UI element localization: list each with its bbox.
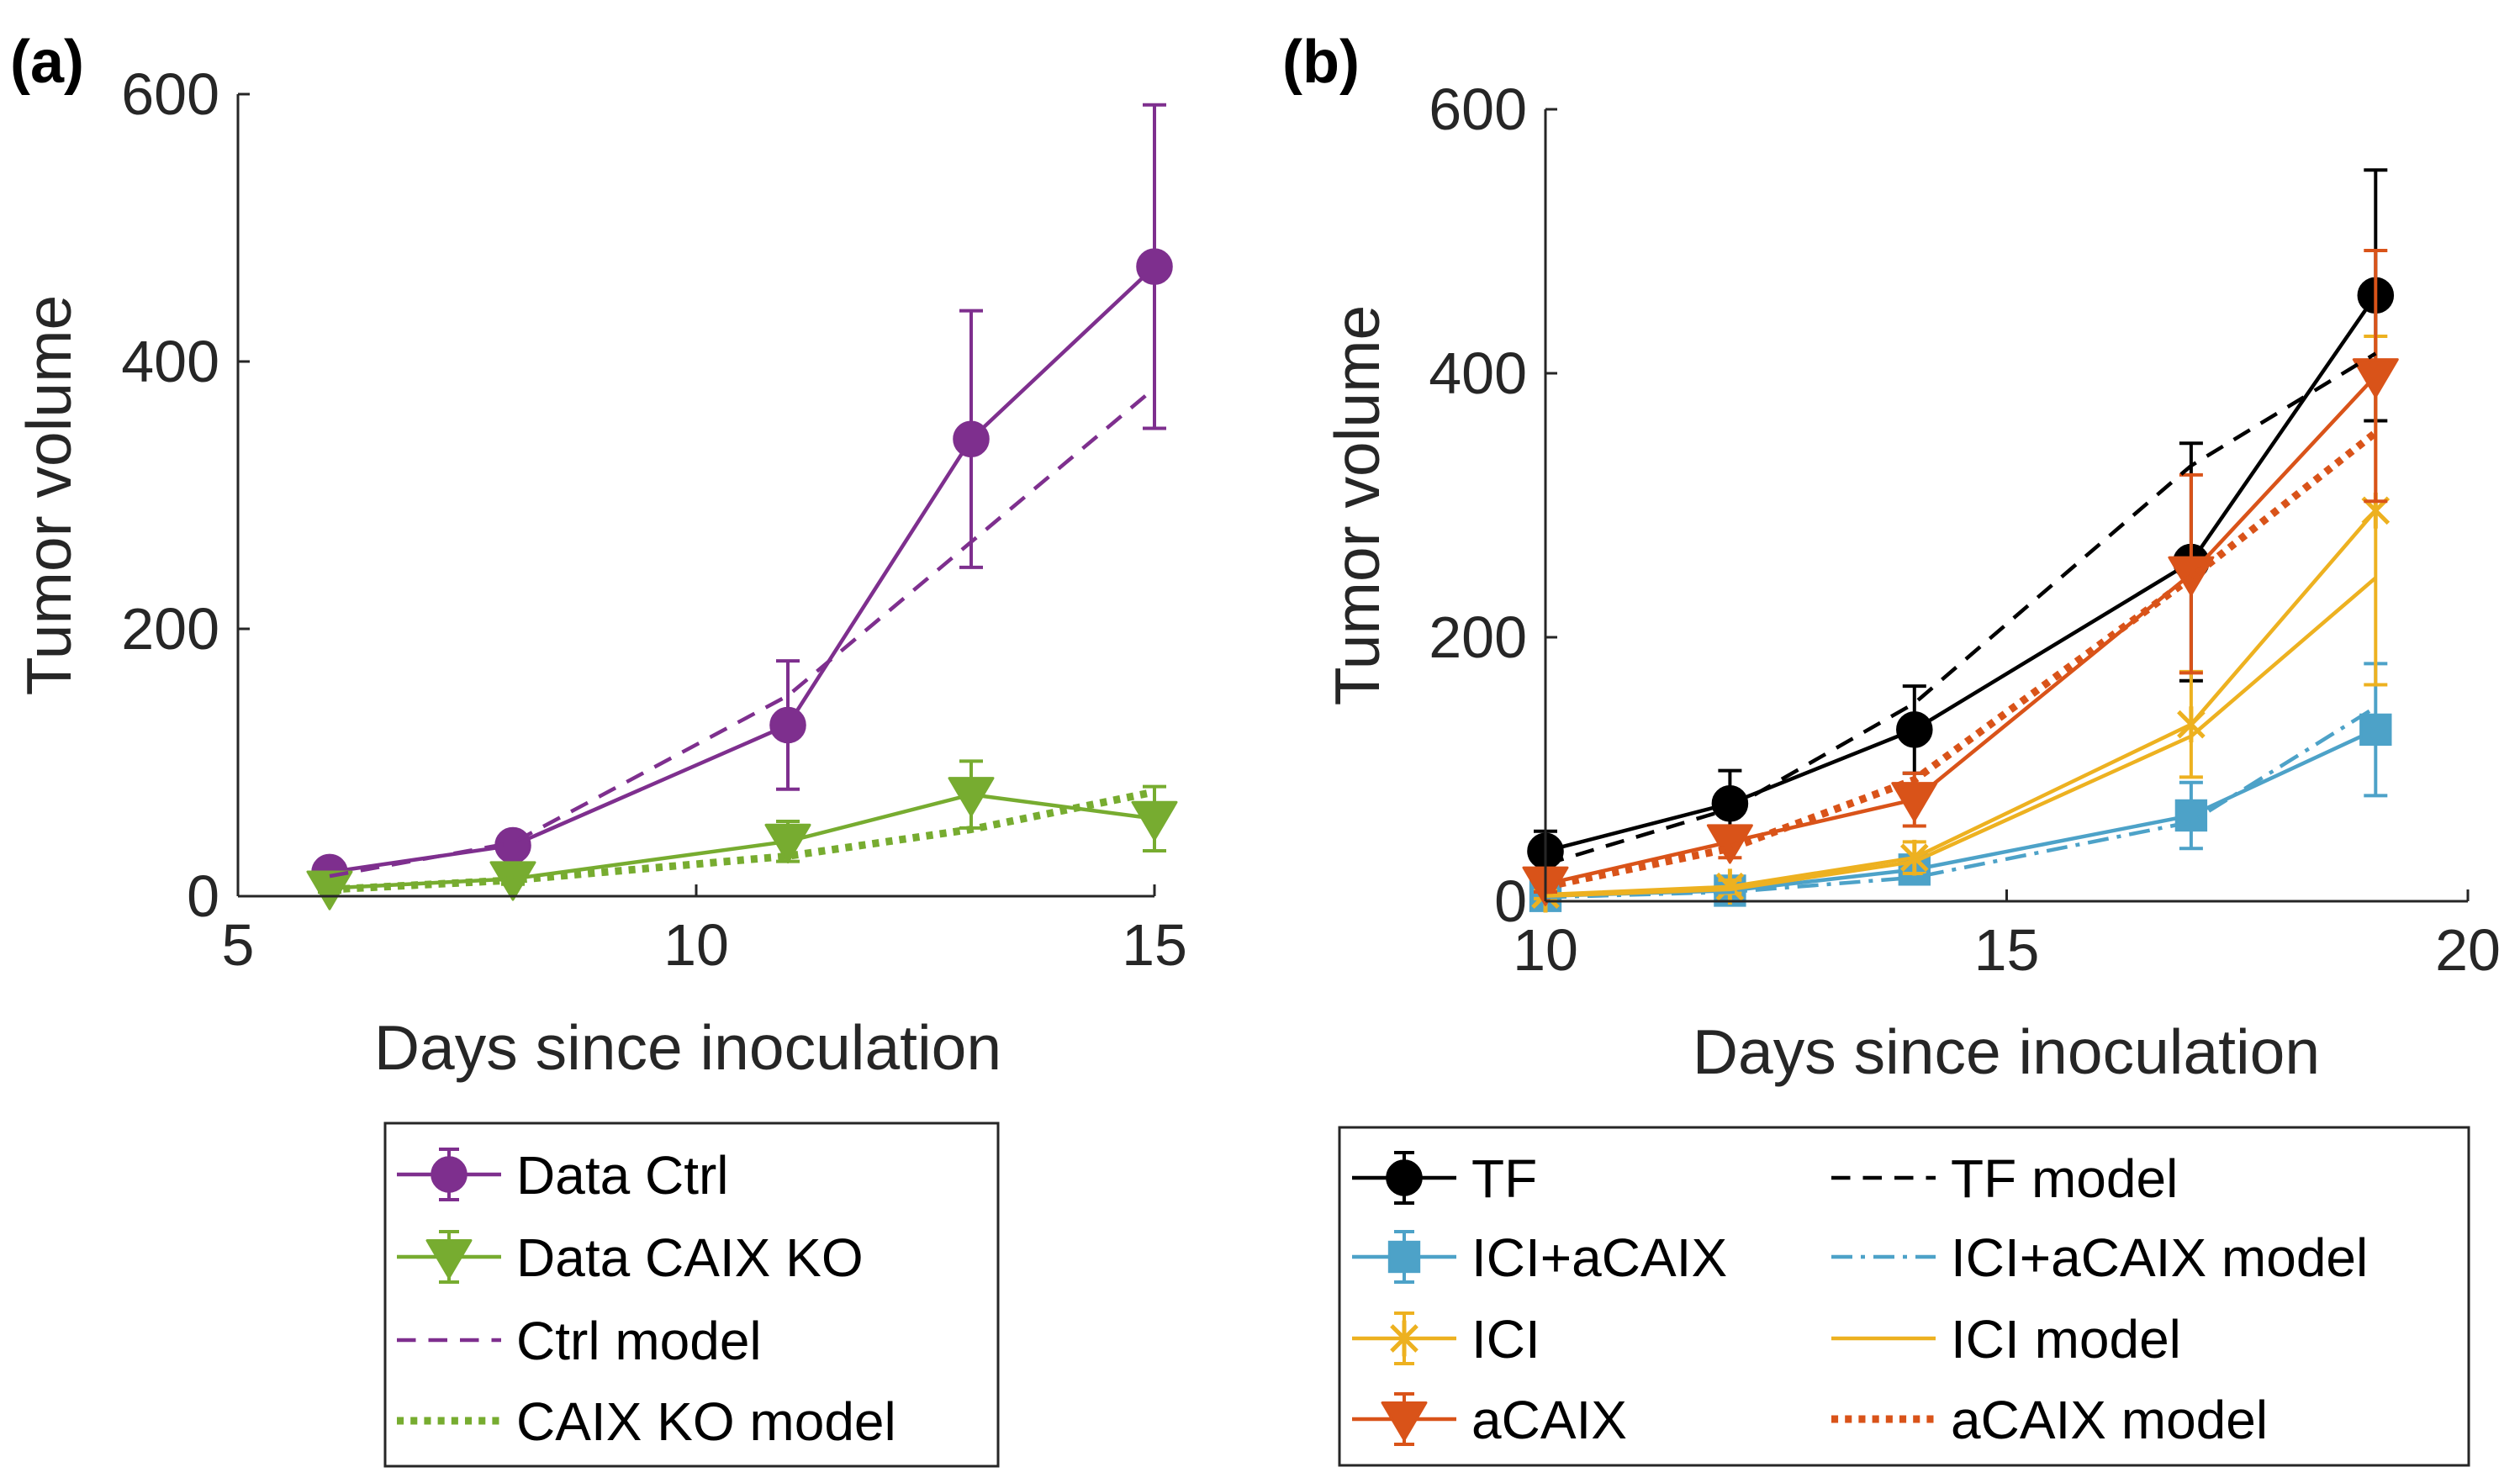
panel-a-series-data-ctrl: [311, 103, 1173, 891]
panel-a-data-point: [953, 420, 990, 457]
panel-a-series-caix-ko-model: [329, 788, 1155, 894]
panel-b-data-point: [2168, 556, 2215, 596]
panel-b-legend-marker: [1381, 1401, 1428, 1442]
panel-b-x-tick-label: 20: [2435, 917, 2501, 983]
panel-a-data-point: [769, 706, 806, 744]
panel-b-line-tf: [1545, 294, 2378, 853]
panel-a-legend-item-ctrl-model: Ctrl model: [397, 1311, 762, 1371]
panel-b-line-ici-acaix: [1545, 727, 2377, 898]
panel-b-legend-label: ICI model: [1951, 1309, 2181, 1370]
panel-a-legend-label: Data CAIX KO: [516, 1227, 864, 1288]
panel-b-data-point: [1711, 785, 1749, 822]
panel-b-legend-item-acaix-model: aCAIX model: [1831, 1390, 2268, 1450]
panel-b-plot-area: [1522, 168, 2399, 913]
panel-b-legend-label: ICI: [1471, 1309, 1540, 1370]
panel-b-series-ici: [1531, 335, 2391, 913]
panel-b-x-tick-label: 15: [1974, 917, 2040, 983]
panel-a-legend-item-caix-ko-model: CAIX KO model: [397, 1391, 896, 1452]
panel-b-legend-item-ici: ICI: [1352, 1309, 1540, 1370]
panel-a-plot-area: [306, 103, 1178, 910]
panel-b-legend-item-tf: TF: [1352, 1148, 1537, 1209]
panel-b-legend-item-ici-acaix-model: ICI+aCAIX model: [1831, 1227, 2368, 1288]
panel-b-legend: TF TF model ICI+aCAIX ICI+aCAIX model ICI ICI…: [1338, 1126, 2470, 1467]
panel-b-data-point: [1896, 711, 1933, 748]
panel-b-legend-item-tf-model: TF model: [1831, 1148, 2178, 1209]
panel-b-y-ticks: 0 200 400 600: [1429, 77, 1557, 934]
panel-a-line-data-caix-ko: [329, 792, 1155, 890]
panel-a: (a) 5 10 15 0 200 400 600 Days since inoculat…: [10, 29, 1187, 1468]
panel-b-line-ici-acaix-model: [1545, 705, 2377, 900]
panel-a-x-ticks: 5 10 15: [222, 884, 1187, 978]
panel-a-data-point: [764, 823, 811, 864]
panel-b-legend-item-ici-acaix: ICI+aCAIX: [1352, 1227, 1727, 1288]
panel-a-legend-label: Data Ctrl: [516, 1145, 729, 1206]
panel-b-legend-label: ICI+aCAIX model: [1951, 1227, 2368, 1288]
panel-a-legend-label: CAIX KO model: [516, 1391, 896, 1452]
panel-b-line-ici-model: [1545, 576, 2377, 898]
panel-b-line-acaix-model: [1545, 430, 2379, 891]
panel-a-data-point: [948, 777, 995, 817]
panel-a-legend-marker: [425, 1239, 473, 1280]
panel-b-x-axis-title: Days since inoculation: [1693, 1016, 2320, 1087]
panel-b-y-axis-title: Tumor volume: [1322, 305, 1392, 706]
panel-a-legend: Data Ctrl Data CAIX KO Ctrl model CAIX KO m…: [383, 1121, 1000, 1468]
panel-a-series-data-caix-ko: [306, 759, 1178, 910]
panel-a-y-axis-title: Tumor volume: [13, 295, 84, 696]
panel-b-series-acaix: [1522, 248, 2399, 906]
panel-b-legend-item-acaix: aCAIX: [1352, 1390, 1627, 1450]
panel-a-y-tick-label: 0: [187, 863, 219, 929]
panel-b-data-point: [1715, 868, 1745, 905]
panel-a-y-tick-label: 400: [121, 329, 219, 394]
panel-b-legend-item-ici-model: ICI model: [1831, 1309, 2181, 1370]
panel-a-data-point: [1136, 248, 1173, 285]
panel-a-legend-item-data-caix-ko: Data CAIX KO: [397, 1227, 864, 1288]
panel-a-y-tick-label: 600: [121, 61, 219, 127]
panel-a-x-axis-title: Days since inoculation: [374, 1012, 1001, 1083]
panel-b-line-tf-model: [1545, 351, 2377, 867]
panel-a-legend-label: Ctrl model: [516, 1311, 762, 1371]
panel-b-y-tick-label: 200: [1429, 604, 1527, 670]
panel-b-series-acaix-model: [1545, 430, 2379, 891]
panel-a-line-data-ctrl: [329, 265, 1156, 874]
panel-b-data-point: [2352, 358, 2399, 398]
panel-b-legend-label: ICI+aCAIX: [1471, 1227, 1727, 1288]
panel-b-legend-label: aCAIX: [1471, 1390, 1627, 1450]
panel-b-legend-label: aCAIX model: [1951, 1390, 2268, 1450]
panel-b-line-acaix: [1545, 374, 2377, 886]
panel-b-legend-label: TF model: [1951, 1148, 2178, 1209]
panel-a-legend-marker: [431, 1156, 468, 1193]
panel-b-axes: [1544, 109, 2468, 903]
panel-b-x-ticks: 10 15 20: [1513, 889, 2501, 983]
panel-b-legend-label: TF: [1471, 1148, 1537, 1209]
panel-b-series-tf-model: [1545, 351, 2377, 867]
panel-b-legend-marker: [1387, 1240, 1421, 1274]
panel-b-data-point: [1899, 839, 1929, 876]
panel-b-x-tick-label: 10: [1513, 917, 1578, 983]
panel-a-legend-item-data-ctrl: Data Ctrl: [397, 1145, 729, 1206]
panel-a-line-caix-ko-model: [329, 788, 1155, 894]
panel-b-legend-marker: [1390, 1320, 1418, 1357]
panel-b-y-tick-label: 400: [1429, 340, 1527, 406]
panel-b-legend-marker: [1386, 1159, 1423, 1196]
panel-a-data-point: [1131, 800, 1178, 841]
panel-b-y-tick-label: 0: [1494, 868, 1527, 934]
panel-b-series-ici-acaix-model: [1545, 705, 2377, 900]
panel-b-y-tick-label: 600: [1429, 77, 1527, 142]
panel-b-series-ici-model: [1545, 576, 2377, 898]
panel-a-y-tick-label: 200: [121, 596, 219, 662]
panel-b-data-point: [2359, 713, 2392, 747]
panel-a-legend-box: [383, 1121, 1000, 1468]
panel-a-y-ticks: 0 200 400 600: [121, 61, 250, 929]
panel-a-x-tick-label: 15: [1122, 912, 1187, 978]
panel-a-data-point: [306, 870, 353, 910]
panel-a-x-tick-label: 5: [222, 912, 255, 978]
panel-b: (b) 10 15 20 0 200 400 600 Days since inocula…: [1282, 29, 2501, 1467]
panel-b-legend-box: [1338, 1126, 2470, 1467]
panel-a-label: (a): [10, 29, 84, 96]
panel-b-data-point: [1706, 824, 1753, 864]
panel-a-x-tick-label: 10: [663, 912, 729, 978]
panel-a-axes: [236, 94, 1154, 898]
panel-b-label: (b): [1282, 29, 1360, 96]
